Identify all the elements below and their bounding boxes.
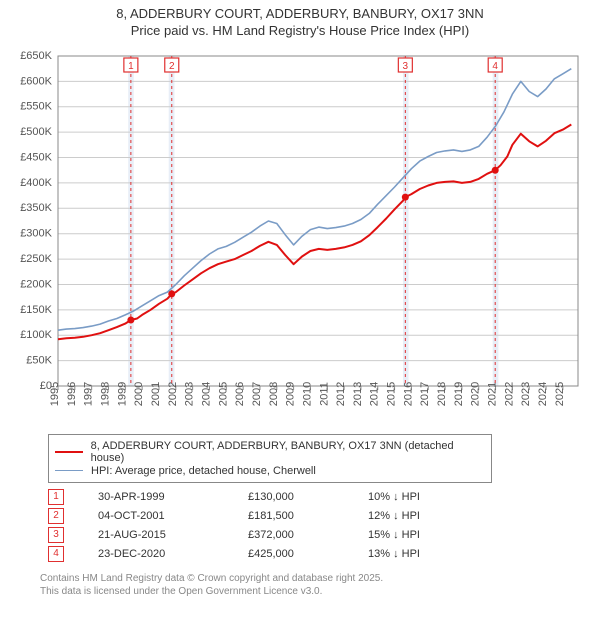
footer-line-2: This data is licensed under the Open Gov… xyxy=(40,585,592,598)
sale-point xyxy=(402,193,409,200)
sale-price: £181,500 xyxy=(248,510,368,522)
y-tick-label: £50K xyxy=(26,354,52,366)
y-tick-label: £100K xyxy=(20,329,52,341)
legend-swatch xyxy=(55,451,83,453)
y-tick-label: £400K xyxy=(20,177,52,189)
sale-point xyxy=(492,167,499,174)
x-tick-label: 2010 xyxy=(301,382,313,406)
x-tick-label: 1995 xyxy=(49,382,61,406)
chart-svg: £0£50K£100K£150K£200K£250K£300K£350K£400… xyxy=(8,46,588,426)
y-tick-label: £350K xyxy=(20,202,52,214)
title-line-2: Price paid vs. HM Land Registry's House … xyxy=(8,23,592,40)
chart-marker-num: 3 xyxy=(403,61,409,72)
y-tick-label: £200K xyxy=(20,278,52,290)
y-tick-label: £150K xyxy=(20,304,52,316)
sale-pct: 13% ↓ HPI xyxy=(368,548,488,560)
x-tick-label: 1997 xyxy=(83,382,95,406)
x-tick-label: 2003 xyxy=(184,382,196,406)
title-line-1: 8, ADDERBURY COURT, ADDERBURY, BANBURY, … xyxy=(8,6,592,23)
x-tick-label: 2002 xyxy=(167,382,179,406)
x-tick-label: 2018 xyxy=(436,382,448,406)
x-tick-label: 2001 xyxy=(150,382,162,406)
x-tick-label: 2025 xyxy=(554,382,566,406)
sale-marker: 3 xyxy=(48,527,64,543)
sale-date: 04-OCT-2001 xyxy=(98,510,248,522)
x-tick-label: 2000 xyxy=(133,382,145,406)
x-tick-label: 2024 xyxy=(537,382,549,406)
sale-pct: 10% ↓ HPI xyxy=(368,491,488,503)
legend-label: HPI: Average price, detached house, Cher… xyxy=(91,465,316,477)
legend-swatch xyxy=(55,470,83,471)
x-tick-label: 1998 xyxy=(99,382,111,406)
y-tick-label: £550K xyxy=(20,100,52,112)
x-tick-label: 2014 xyxy=(369,382,381,406)
x-tick-label: 2009 xyxy=(285,382,297,406)
sale-price: £130,000 xyxy=(248,491,368,503)
price-chart: £0£50K£100K£150K£200K£250K£300K£350K£400… xyxy=(8,46,588,426)
sale-price: £425,000 xyxy=(248,548,368,560)
x-tick-label: 2019 xyxy=(453,382,465,406)
y-tick-label: £600K xyxy=(20,75,52,87)
y-tick-label: £450K xyxy=(20,151,52,163)
x-tick-label: 2012 xyxy=(335,382,347,406)
sale-row: 2 04-OCT-2001£181,50012% ↓ HPI xyxy=(48,508,592,524)
x-tick-label: 2007 xyxy=(251,382,263,406)
y-tick-label: £650K xyxy=(20,50,52,62)
sale-row: 4 23-DEC-2020£425,00013% ↓ HPI xyxy=(48,546,592,562)
y-tick-label: £300K xyxy=(20,227,52,239)
x-tick-label: 2005 xyxy=(217,382,229,406)
x-tick-label: 2011 xyxy=(318,382,330,406)
x-tick-label: 2016 xyxy=(402,382,414,406)
x-tick-label: 2013 xyxy=(352,382,364,406)
sale-pct: 12% ↓ HPI xyxy=(368,510,488,522)
sale-marker: 1 xyxy=(48,489,64,505)
license-footer: Contains HM Land Registry data © Crown c… xyxy=(40,572,592,598)
sale-date: 30-APR-1999 xyxy=(98,491,248,503)
legend-item: 8, ADDERBURY COURT, ADDERBURY, BANBURY, … xyxy=(55,440,485,464)
sale-date: 23-DEC-2020 xyxy=(98,548,248,560)
sale-price: £372,000 xyxy=(248,529,368,541)
x-tick-label: 2020 xyxy=(470,382,482,406)
x-tick-label: 2021 xyxy=(487,382,499,406)
x-tick-label: 2017 xyxy=(419,382,431,406)
x-tick-label: 2006 xyxy=(234,382,246,406)
y-tick-label: £250K xyxy=(20,253,52,265)
sale-row: 3 21-AUG-2015£372,00015% ↓ HPI xyxy=(48,527,592,543)
x-tick-label: 2004 xyxy=(200,382,212,406)
x-tick-label: 2022 xyxy=(503,382,515,406)
chart-title: 8, ADDERBURY COURT, ADDERBURY, BANBURY, … xyxy=(8,6,592,40)
footer-line-1: Contains HM Land Registry data © Crown c… xyxy=(40,572,592,585)
y-tick-label: £500K xyxy=(20,126,52,138)
chart-marker-num: 4 xyxy=(492,61,498,72)
sales-table: 1 30-APR-1999£130,00010% ↓ HPI 2 04-OCT-200… xyxy=(48,489,592,562)
legend-item: HPI: Average price, detached house, Cher… xyxy=(55,465,485,477)
chart-legend: 8, ADDERBURY COURT, ADDERBURY, BANBURY, … xyxy=(48,434,492,483)
x-tick-label: 1999 xyxy=(116,382,128,406)
sale-marker: 2 xyxy=(48,508,64,524)
chart-marker-num: 2 xyxy=(169,61,175,72)
sale-marker: 4 xyxy=(48,546,64,562)
x-tick-label: 1996 xyxy=(66,382,78,406)
chart-marker-num: 1 xyxy=(128,61,134,72)
sale-pct: 15% ↓ HPI xyxy=(368,529,488,541)
x-tick-label: 2023 xyxy=(520,382,532,406)
sale-date: 21-AUG-2015 xyxy=(98,529,248,541)
x-tick-label: 2008 xyxy=(268,382,280,406)
legend-label: 8, ADDERBURY COURT, ADDERBURY, BANBURY, … xyxy=(91,440,485,464)
sale-point xyxy=(168,290,175,297)
sale-row: 1 30-APR-1999£130,00010% ↓ HPI xyxy=(48,489,592,505)
sale-point xyxy=(127,316,134,323)
x-tick-label: 2015 xyxy=(386,382,398,406)
